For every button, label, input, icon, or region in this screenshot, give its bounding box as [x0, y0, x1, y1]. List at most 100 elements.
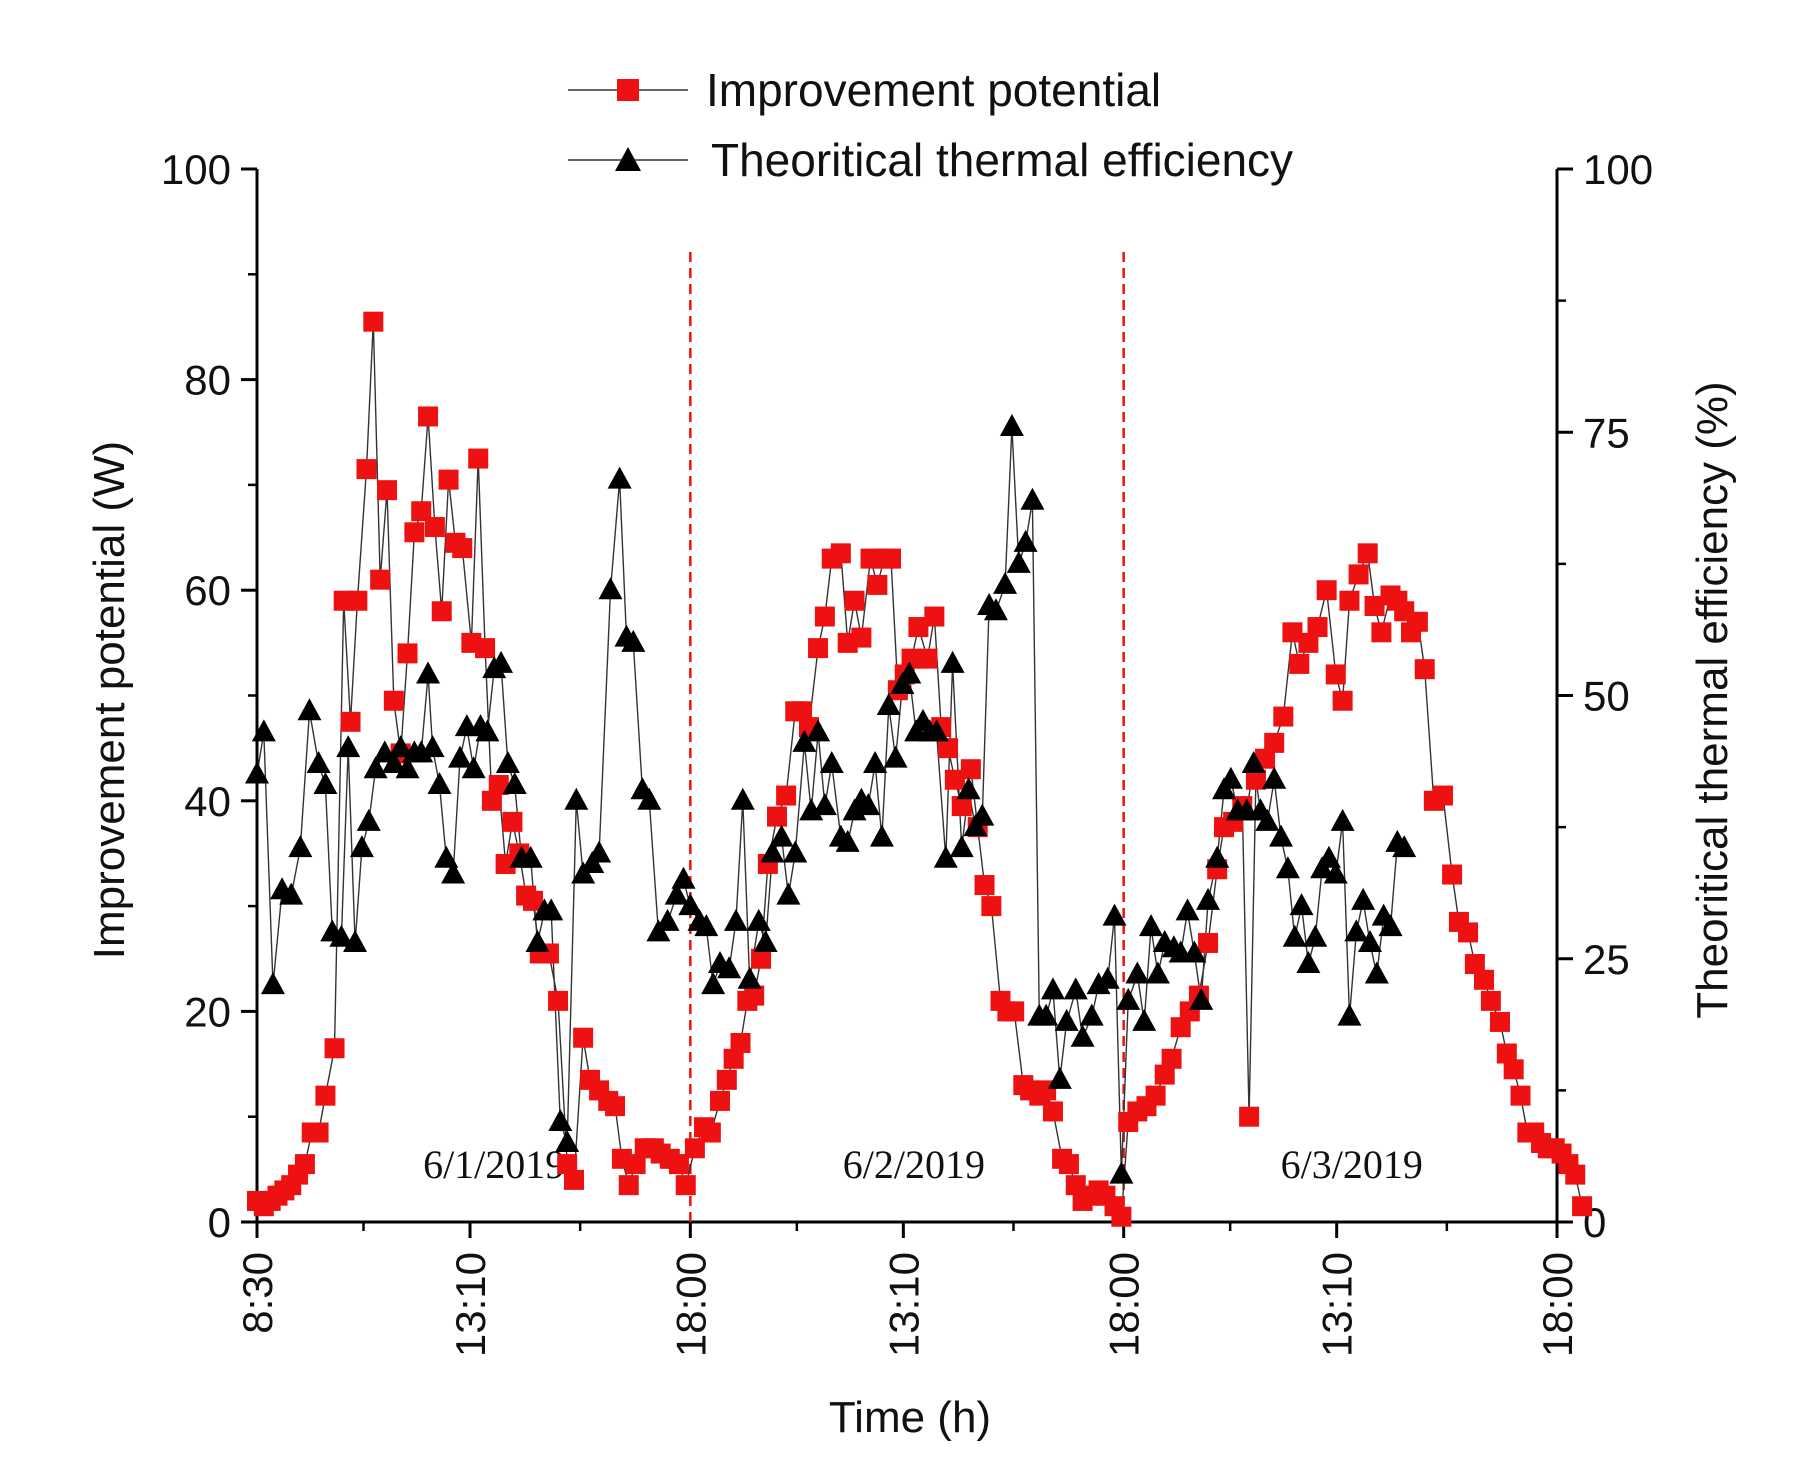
x-tick-label: 18:00: [667, 1252, 714, 1357]
efficiency-point: [343, 929, 368, 952]
efficiency-point: [381, 750, 406, 773]
improvement-point: [522, 890, 543, 911]
improvement-point: [452, 538, 473, 559]
improvement-point: [557, 1154, 578, 1175]
improvement-point: [1407, 611, 1428, 632]
improvement-point: [1371, 622, 1392, 643]
efficiency-point: [1020, 487, 1045, 510]
improvement-point: [605, 1096, 626, 1117]
improvement-point: [1154, 1064, 1175, 1085]
improvement-point: [573, 1027, 594, 1048]
efficiency-point: [279, 882, 304, 905]
efficiency-point: [475, 719, 500, 742]
efficiency-point: [655, 908, 680, 931]
improvement-point: [974, 875, 995, 896]
efficiency-point: [502, 772, 527, 795]
improvement-point: [776, 785, 797, 806]
improvement-point: [675, 1175, 696, 1196]
efficiency-point: [447, 745, 472, 768]
efficiency-point: [1145, 961, 1170, 984]
y-right-tick-label: 25: [1583, 936, 1630, 983]
improvement-point: [1565, 1164, 1586, 1185]
improvement-point: [808, 638, 829, 659]
efficiency-point: [1205, 845, 1230, 868]
improvement-point: [751, 948, 772, 969]
efficiency-point: [694, 914, 719, 937]
improvement-point: [1298, 632, 1319, 653]
improvement-point: [700, 1122, 721, 1143]
efficiency-point: [306, 750, 331, 773]
improvement-point: [1198, 932, 1219, 953]
y-left-tick-label: 40: [184, 778, 231, 825]
improvement-point: [960, 759, 981, 780]
efficiency-point: [792, 729, 817, 752]
efficiency-point: [863, 750, 888, 773]
improvement-point: [431, 601, 452, 622]
improvement-point: [370, 569, 391, 590]
improvement-point: [1496, 1043, 1517, 1064]
efficiency-point: [940, 650, 965, 673]
efficiency-point: [1337, 1003, 1362, 1026]
improvement-point: [830, 543, 851, 564]
y-right-tick-label: 100: [1583, 146, 1653, 193]
x-tick-label: 8:30: [234, 1252, 281, 1334]
improvement-point: [438, 469, 459, 490]
improvement-point: [1004, 1001, 1025, 1022]
efficiency-point: [783, 840, 808, 863]
improvement-point: [363, 311, 384, 332]
efficiency-point: [1054, 1008, 1079, 1031]
improvement-point: [1464, 954, 1485, 975]
efficiency-point: [678, 893, 703, 916]
efficiency-point: [856, 793, 881, 816]
x-tick-label: 18:00: [1101, 1252, 1148, 1357]
improvement-point: [404, 522, 425, 543]
efficiency-point: [1040, 977, 1065, 1000]
improvement-point: [709, 1090, 730, 1111]
improvement-point: [1510, 1085, 1531, 1106]
efficiency-point: [664, 882, 689, 905]
efficiency-point: [933, 845, 958, 868]
improvement-point: [867, 574, 888, 595]
legend-efficiency-marker: [615, 147, 641, 171]
efficiency-point: [1006, 550, 1031, 573]
efficiency-point: [489, 650, 514, 673]
efficiency-point: [1218, 766, 1243, 789]
efficiency-point: [1013, 529, 1038, 552]
improvement-point: [377, 480, 397, 501]
efficiency-point: [1351, 887, 1376, 910]
efficiency-point: [1182, 940, 1207, 963]
improvement-point: [1145, 1085, 1166, 1106]
improvement-point: [1239, 1106, 1260, 1127]
efficiency-point: [924, 719, 949, 742]
improvement-point: [1264, 732, 1285, 753]
legend: Improvement potential Theoritical therma…: [568, 64, 1293, 186]
improvement-point: [418, 406, 439, 427]
improvement-point: [1348, 564, 1369, 585]
improvement-point: [1332, 690, 1353, 711]
improvement-point: [1307, 617, 1328, 638]
efficiency-point: [835, 829, 860, 852]
day-label: 6/2/2019: [843, 1142, 985, 1187]
efficiency-point: [388, 735, 413, 758]
efficiency-point: [329, 924, 354, 947]
improvement-point: [475, 638, 496, 659]
y-left-tick-label: 80: [184, 357, 231, 404]
efficiency-point: [753, 929, 778, 952]
improvement-point: [411, 501, 432, 522]
improvement-point: [938, 738, 959, 759]
y-right-tick-label: 50: [1583, 673, 1630, 720]
efficiency-point: [1079, 1003, 1104, 1026]
efficiency-point: [1175, 898, 1200, 921]
efficiency-point: [1196, 887, 1221, 910]
improvement-point: [723, 1048, 744, 1069]
improvement-point: [1474, 969, 1495, 990]
efficiency-point: [723, 908, 748, 931]
improvement-point: [1357, 543, 1378, 564]
x-tick-label: 18:00: [1534, 1252, 1581, 1357]
efficiency-point: [1095, 966, 1120, 989]
efficiency-point: [555, 1130, 580, 1153]
improvement-point: [1273, 706, 1294, 727]
efficiency-point: [495, 750, 520, 773]
day-label: 6/1/2019: [423, 1142, 565, 1187]
